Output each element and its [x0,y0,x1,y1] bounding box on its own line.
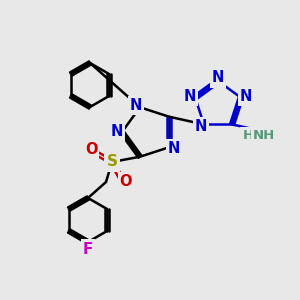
Text: NH: NH [253,129,275,142]
Text: N: N [240,89,252,104]
Text: N: N [130,98,142,113]
Text: O: O [85,142,97,157]
Text: S: S [106,154,118,169]
Text: N: N [212,70,224,86]
Text: N: N [195,119,207,134]
Text: H: H [242,129,254,142]
Text: N: N [168,141,180,156]
Text: N: N [111,124,123,140]
Text: O: O [120,175,132,190]
Text: N: N [184,89,197,104]
Text: N: N [256,130,268,143]
Text: F: F [83,242,93,256]
Text: H: H [241,130,252,143]
